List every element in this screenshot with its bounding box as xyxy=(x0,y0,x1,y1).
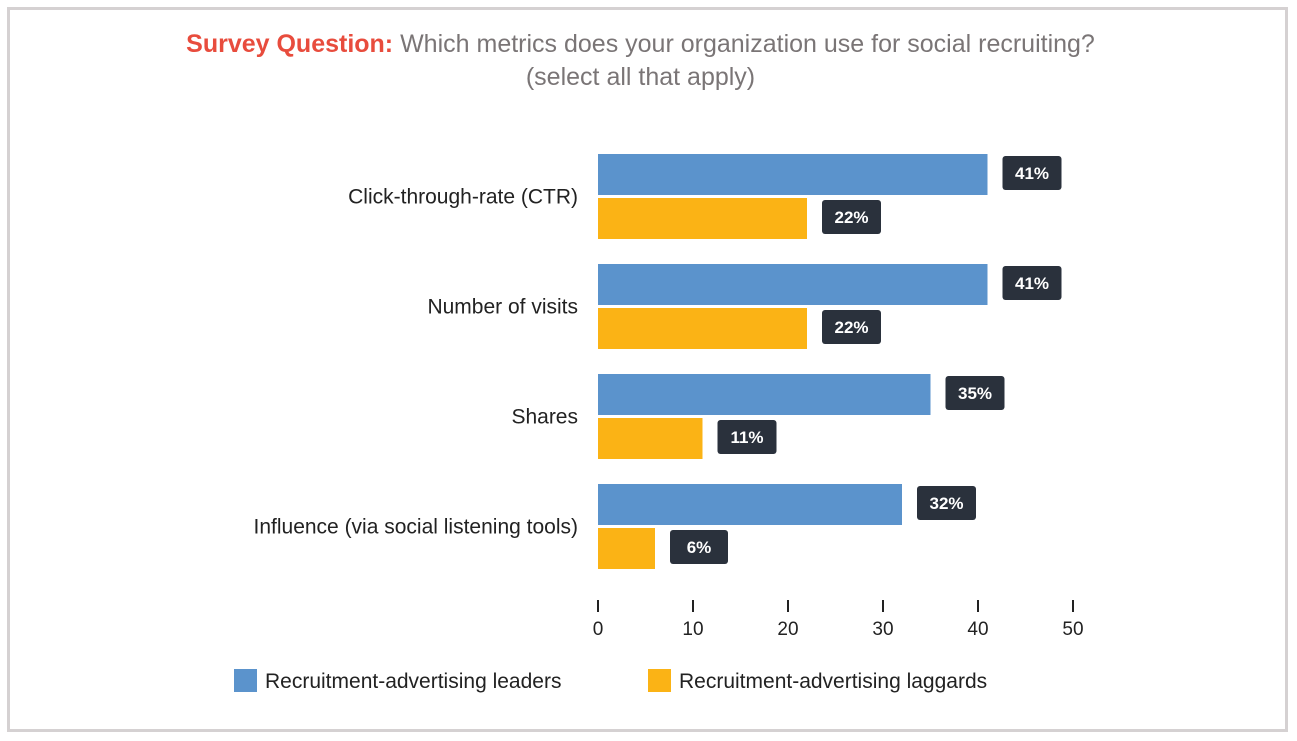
data-label-box xyxy=(670,530,728,564)
title-lead: Survey Question: xyxy=(186,30,394,58)
data-label-box xyxy=(717,420,777,454)
data-label-box xyxy=(822,310,881,344)
bar-laggards xyxy=(598,418,703,459)
data-label-box xyxy=(1002,266,1062,300)
data-label-laggards: 6% xyxy=(687,538,712,557)
data-label-laggards: 22% xyxy=(834,318,868,337)
category-label: Click-through-rate (CTR) xyxy=(348,186,578,209)
x-tick-label: 20 xyxy=(777,619,798,640)
x-tick-label: 40 xyxy=(967,619,988,640)
legend-swatch-laggards xyxy=(648,669,671,692)
x-tick-label: 0 xyxy=(593,619,604,640)
bar-laggards xyxy=(598,528,655,569)
data-label-leaders: 41% xyxy=(1015,164,1049,183)
bar-laggards xyxy=(598,308,807,349)
bar-laggards xyxy=(598,198,807,239)
bar-leaders xyxy=(598,154,988,195)
data-label-leaders: 32% xyxy=(929,494,963,513)
bar-leaders xyxy=(598,484,902,525)
data-label-laggards: 22% xyxy=(834,208,868,227)
category-label: Shares xyxy=(511,406,578,429)
x-tick-label: 30 xyxy=(872,619,893,640)
category-label: Influence (via social listening tools) xyxy=(254,516,579,539)
category-label: Number of visits xyxy=(427,296,578,319)
legend-label-laggards: Recruitment-advertising laggards xyxy=(679,670,987,693)
data-label-leaders: 35% xyxy=(958,384,992,403)
data-label-laggards: 11% xyxy=(730,428,763,447)
legend-label-leaders: Recruitment-advertising leaders xyxy=(265,670,561,693)
bar-leaders xyxy=(598,264,988,305)
legend-swatch-leaders xyxy=(234,669,257,692)
chart-frame xyxy=(7,7,1288,732)
data-label-box xyxy=(822,200,881,234)
data-label-box xyxy=(917,486,976,520)
x-tick-label: 50 xyxy=(1062,619,1083,640)
title-subtitle: (select all that apply) xyxy=(525,63,756,91)
data-label-box xyxy=(1002,156,1062,190)
data-label-box xyxy=(945,376,1005,410)
bar-leaders xyxy=(598,374,931,415)
x-tick-label: 10 xyxy=(682,619,703,640)
chart-title: Survey Question: Which metrics does your… xyxy=(0,28,1281,94)
title-question: Which metrics does your organization use… xyxy=(393,30,1095,58)
data-label-leaders: 41% xyxy=(1015,274,1049,293)
